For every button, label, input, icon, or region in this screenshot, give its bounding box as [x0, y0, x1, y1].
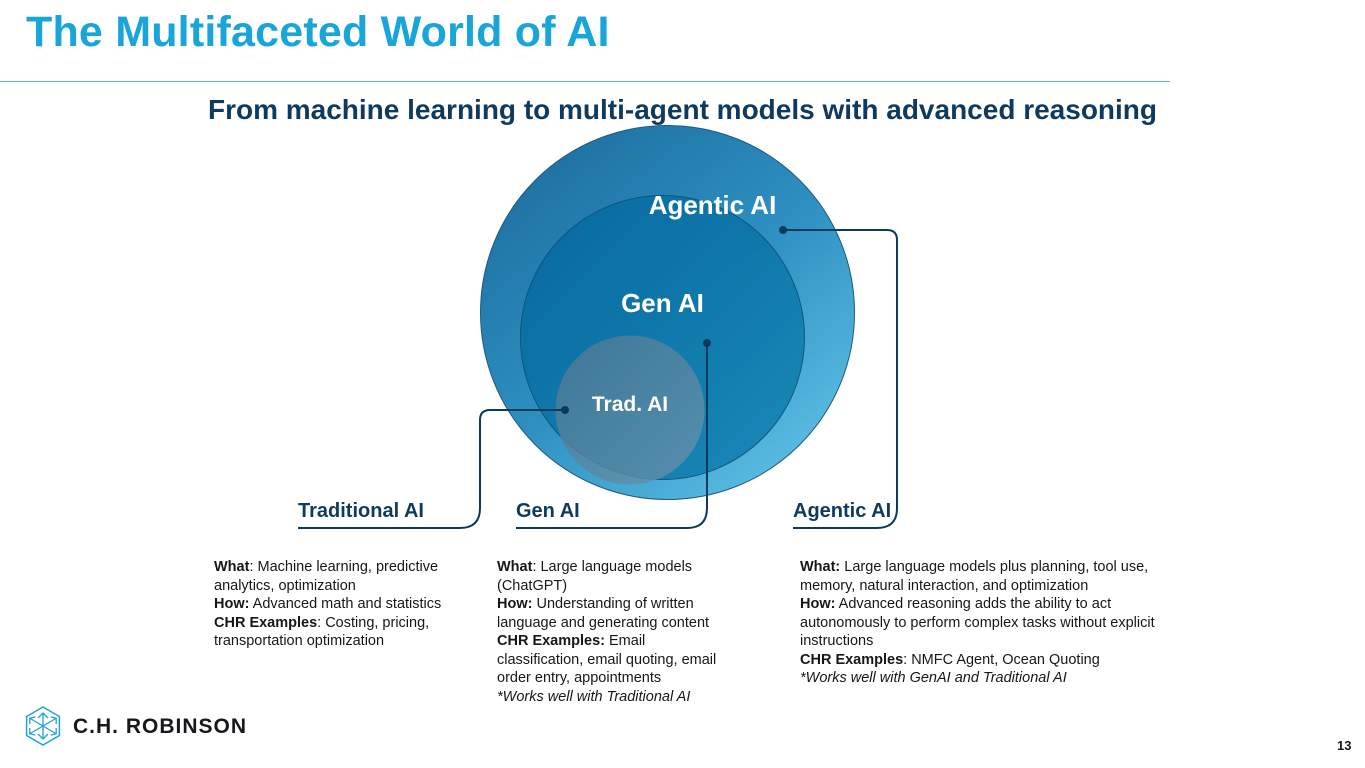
svg-text:C.H. ROBINSON: C.H. ROBINSON [73, 715, 247, 738]
